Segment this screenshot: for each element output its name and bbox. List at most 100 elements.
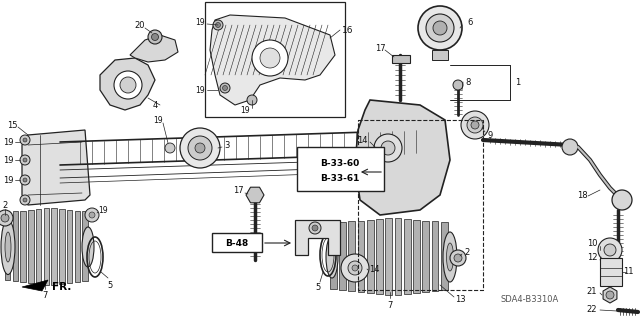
Text: 19: 19 (240, 106, 250, 115)
Text: B-33-60: B-33-60 (321, 158, 360, 167)
Text: 1: 1 (515, 77, 520, 86)
Text: 5: 5 (316, 284, 321, 292)
Circle shape (148, 30, 162, 44)
Polygon shape (367, 220, 374, 293)
Text: 13: 13 (454, 295, 465, 305)
Circle shape (606, 291, 614, 299)
Text: 17: 17 (233, 186, 243, 195)
Polygon shape (330, 223, 337, 289)
FancyBboxPatch shape (297, 147, 384, 191)
Polygon shape (246, 187, 264, 203)
Text: 20: 20 (135, 20, 145, 29)
Circle shape (23, 198, 27, 202)
Text: 19: 19 (153, 116, 163, 124)
Circle shape (23, 178, 27, 182)
Circle shape (188, 136, 212, 160)
Text: 6: 6 (467, 18, 473, 27)
Polygon shape (59, 209, 65, 284)
Circle shape (604, 244, 616, 256)
Ellipse shape (5, 232, 11, 262)
Text: 3: 3 (224, 140, 230, 149)
Polygon shape (22, 130, 90, 205)
Circle shape (165, 143, 175, 153)
Text: 19: 19 (3, 175, 13, 185)
Polygon shape (422, 221, 429, 292)
Text: 5: 5 (108, 281, 113, 290)
Circle shape (450, 250, 466, 266)
Polygon shape (67, 210, 72, 283)
Text: 18: 18 (577, 190, 588, 199)
Circle shape (152, 34, 159, 41)
Circle shape (471, 121, 479, 129)
Text: SDA4-B3310A: SDA4-B3310A (501, 295, 559, 305)
Polygon shape (13, 211, 18, 281)
Circle shape (216, 22, 221, 28)
Circle shape (223, 85, 227, 91)
Text: 2: 2 (3, 201, 8, 210)
Circle shape (20, 195, 30, 205)
Polygon shape (431, 221, 438, 291)
Polygon shape (603, 287, 617, 303)
Circle shape (374, 134, 402, 162)
Circle shape (20, 135, 30, 145)
Text: 19: 19 (195, 18, 205, 27)
Polygon shape (20, 211, 26, 282)
Text: FR.: FR. (52, 282, 72, 292)
Text: 19: 19 (98, 205, 108, 214)
Circle shape (220, 83, 230, 93)
Text: 21: 21 (587, 287, 597, 297)
Polygon shape (36, 209, 42, 284)
Polygon shape (441, 222, 447, 290)
Circle shape (562, 139, 578, 155)
Polygon shape (74, 211, 80, 282)
Text: 7: 7 (42, 292, 48, 300)
Circle shape (348, 261, 362, 275)
Polygon shape (395, 218, 401, 294)
Text: 19: 19 (3, 156, 13, 164)
Ellipse shape (326, 236, 338, 278)
Polygon shape (22, 280, 48, 291)
Circle shape (252, 40, 288, 76)
Polygon shape (83, 211, 88, 281)
Circle shape (341, 254, 369, 282)
Polygon shape (210, 15, 335, 105)
Text: 16: 16 (342, 26, 354, 35)
Polygon shape (355, 100, 450, 215)
Text: 14: 14 (369, 266, 380, 275)
Circle shape (352, 265, 358, 271)
Circle shape (20, 155, 30, 165)
Bar (432, 50, 448, 60)
Polygon shape (348, 221, 355, 291)
Circle shape (23, 138, 27, 142)
Circle shape (426, 14, 454, 42)
Circle shape (461, 111, 489, 139)
Circle shape (213, 20, 223, 30)
Bar (358, 120, 483, 290)
Text: B-33-61: B-33-61 (320, 173, 360, 182)
Circle shape (598, 238, 622, 262)
Circle shape (195, 143, 205, 153)
Text: 10: 10 (587, 238, 597, 247)
Polygon shape (376, 219, 383, 294)
Circle shape (381, 141, 395, 155)
Polygon shape (28, 210, 34, 283)
Circle shape (453, 80, 463, 90)
Circle shape (467, 117, 483, 133)
Text: 9: 9 (488, 131, 493, 140)
Polygon shape (100, 58, 155, 110)
Bar (600, 258, 622, 286)
Polygon shape (130, 35, 178, 62)
Circle shape (114, 71, 142, 99)
Text: 19: 19 (3, 138, 13, 147)
Polygon shape (413, 220, 420, 293)
Circle shape (180, 128, 220, 168)
Polygon shape (404, 219, 411, 294)
Text: 2: 2 (465, 247, 470, 257)
Circle shape (0, 210, 13, 226)
Text: 8: 8 (465, 77, 470, 86)
Text: 17: 17 (374, 44, 385, 52)
Polygon shape (5, 212, 10, 280)
Polygon shape (385, 218, 392, 294)
Text: 14: 14 (356, 135, 367, 145)
Circle shape (612, 190, 632, 210)
